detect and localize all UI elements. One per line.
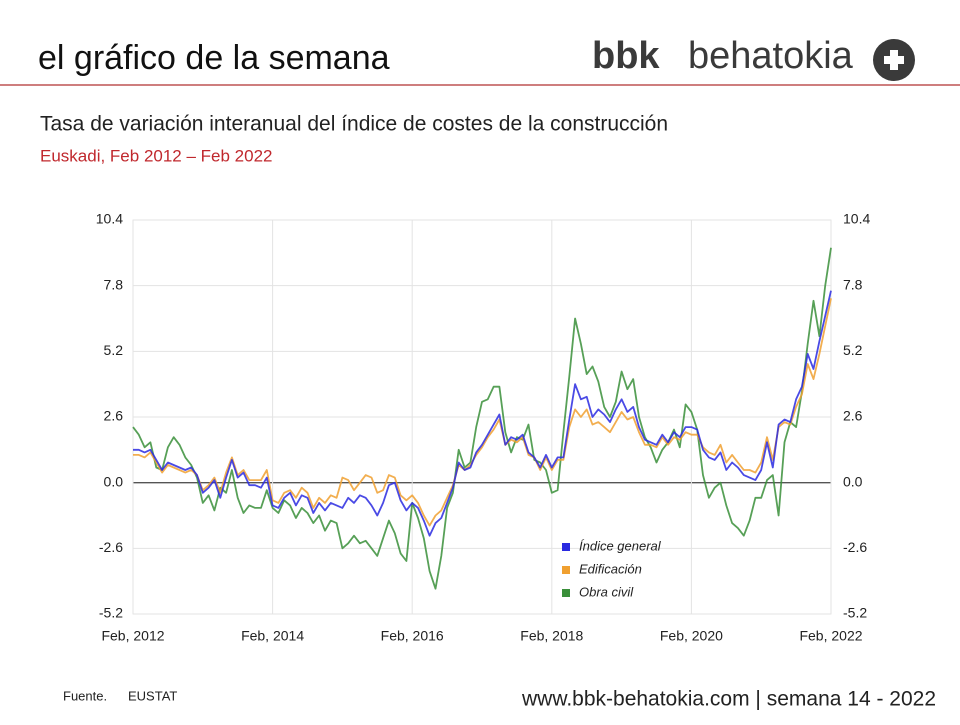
logo-plus <box>873 39 915 81</box>
logo-light: behatokia <box>688 35 854 77</box>
y-tick-label: 5.2 <box>104 342 124 358</box>
x-tick-label: Feb, 2020 <box>660 628 723 644</box>
y2-tick-label: 2.6 <box>843 408 863 424</box>
y2-tick-label: -5.2 <box>843 605 867 621</box>
x-tick-label: Feb, 2018 <box>520 628 583 644</box>
y-tick-label: 10.4 <box>96 211 123 227</box>
y-tick-label: 7.8 <box>104 276 124 292</box>
legend-label: Obra civil <box>579 584 634 599</box>
series-line <box>133 290 832 537</box>
y2-tick-label: -2.6 <box>843 539 867 555</box>
legend-swatch <box>562 543 570 551</box>
footer-site: www.bbk-behatokia.com | semana 14 - 2022 <box>521 688 936 711</box>
source: EUSTAT <box>128 688 177 703</box>
logo-bold: bbk <box>592 35 660 77</box>
y-tick-label: 2.6 <box>104 408 124 424</box>
legend-label: Edificación <box>579 561 642 576</box>
plot: -5.2 -5.2 -2.6 -2.6 0.0 0.0 2.6 2.6 5.2 5.2 7.8 7.8… <box>96 211 871 644</box>
x-tick-label: Feb, 2014 <box>241 628 304 644</box>
y2-tick-label: 10.4 <box>843 211 870 227</box>
y2-tick-label: 0.0 <box>843 473 863 489</box>
source-label: Fuente. <box>63 688 107 703</box>
series-line <box>133 298 832 527</box>
legend-swatch <box>562 566 570 574</box>
chart-title: Tasa de variación interanual del índice … <box>40 113 668 136</box>
y2-tick-label: 5.2 <box>843 342 863 358</box>
series-line <box>132 247 832 590</box>
chart-subtitle: Euskadi, Feb 2012 – Feb 2022 <box>40 146 273 165</box>
legend-label: Índice general <box>579 538 662 553</box>
y-tick-label: -2.6 <box>99 539 123 555</box>
legend-swatch <box>562 589 570 597</box>
x-tick-label: Feb, 2022 <box>799 628 862 644</box>
header-title: el gráfico de la semana <box>38 39 390 77</box>
y-tick-label: -5.2 <box>99 605 123 621</box>
x-tick-label: Feb, 2016 <box>381 628 444 644</box>
y2-tick-label: 7.8 <box>843 276 863 292</box>
y-tick-label: 0.0 <box>104 473 124 489</box>
x-tick-label: Feb, 2012 <box>101 628 164 644</box>
